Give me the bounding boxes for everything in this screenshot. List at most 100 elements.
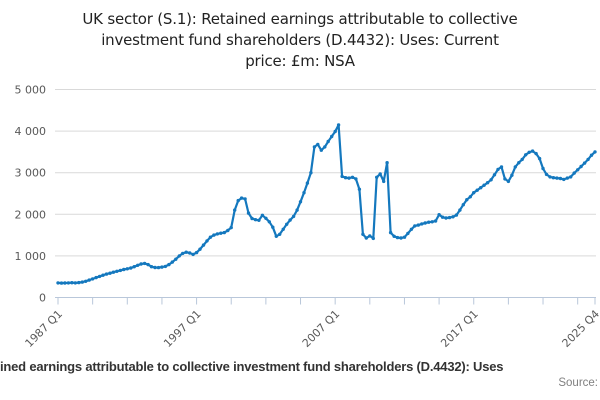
data-point-marker [309, 171, 313, 175]
data-point-marker [146, 262, 150, 267]
data-point-marker [565, 176, 569, 180]
data-point-marker [142, 261, 147, 266]
data-point-marker [513, 165, 517, 169]
data-point-marker [544, 172, 549, 177]
data-point-marker [378, 172, 382, 176]
data-point-marker [191, 252, 195, 257]
data-point-marker [129, 266, 133, 270]
y-axis-tick-label: 0 [39, 292, 46, 305]
data-point-marker [84, 279, 88, 283]
data-point-marker [399, 236, 403, 240]
data-point-marker [80, 280, 85, 284]
data-point-marker [236, 198, 240, 203]
data-point-marker [534, 151, 538, 156]
data-point-marker [194, 250, 199, 255]
data-point-marker [233, 208, 237, 212]
data-point-marker [336, 123, 341, 127]
chart-title-line-1: UK sector (S.1): Retained earnings attri… [82, 10, 518, 28]
data-point-marker [496, 167, 500, 172]
data-point-marker [576, 168, 580, 172]
data-point-marker [555, 176, 559, 180]
data-point-marker [333, 129, 337, 134]
data-point-marker [77, 280, 81, 285]
data-point-marker [139, 262, 143, 266]
data-point-marker [371, 236, 375, 241]
data-point-marker [181, 251, 185, 256]
data-point-marker [558, 176, 563, 181]
data-point-marker [503, 177, 507, 181]
data-point-marker [56, 281, 60, 285]
y-axis-tick-label: 4 000 [15, 125, 47, 138]
data-point-marker [350, 175, 355, 179]
data-point-marker [340, 174, 344, 179]
data-point-marker [73, 281, 78, 285]
data-point-marker [167, 262, 171, 267]
data-point-marker [295, 208, 299, 212]
data-point-marker [510, 173, 514, 177]
data-point-marker [423, 221, 427, 225]
data-point-marker [527, 150, 531, 154]
data-point-marker [288, 218, 292, 222]
data-point-marker [260, 213, 265, 217]
data-point-marker [472, 191, 476, 195]
data-point-marker [59, 281, 64, 285]
chart-title-line-2: investment fund shareholders (D.4432): U… [101, 31, 499, 49]
data-point-marker [330, 134, 334, 139]
data-point-marker [160, 265, 164, 269]
data-point-marker [177, 254, 181, 258]
data-point-marker [465, 198, 469, 202]
data-point-marker [122, 267, 126, 272]
x-axis-tick-label: 1997 Q1 [161, 307, 204, 350]
data-point-marker [395, 235, 400, 240]
data-point-marker [524, 153, 528, 157]
data-point-marker [285, 222, 289, 226]
data-point-marker [444, 216, 448, 220]
data-point-marker [569, 175, 573, 179]
data-point-marker [111, 270, 116, 274]
data-point-marker [437, 213, 441, 217]
x-axis-tick-label: 2017 Q1 [438, 307, 481, 350]
data-point-marker [416, 223, 420, 227]
data-point-marker [482, 183, 486, 187]
data-point-marker [212, 233, 216, 237]
data-point-marker [243, 197, 247, 201]
data-point-marker [430, 220, 434, 224]
data-point-marker [312, 145, 317, 149]
data-point-marker [392, 234, 396, 238]
data-point-marker [357, 187, 362, 191]
data-point-marker [246, 211, 251, 215]
data-point-marker [163, 264, 168, 269]
data-point-marker [551, 176, 556, 180]
data-point-marker [468, 195, 472, 199]
data-point-marker [343, 176, 348, 180]
data-point-marker [222, 230, 226, 235]
data-point-marker [108, 271, 112, 275]
data-point-marker [149, 265, 154, 269]
data-point-marker [479, 186, 483, 190]
data-point-marker [136, 263, 140, 267]
data-point-marker [97, 274, 102, 279]
data-point-marker [208, 235, 213, 239]
data-point-marker [440, 215, 445, 219]
data-point-marker [291, 214, 296, 219]
data-point-marker [593, 150, 597, 154]
data-point-marker [305, 181, 310, 185]
data-point-marker [125, 267, 129, 271]
y-axis-tick-label: 2 000 [15, 208, 47, 221]
data-point-marker [586, 157, 590, 162]
data-point-marker [302, 191, 306, 195]
chart-title-line-3: price: £m: NSA [245, 52, 355, 70]
data-point-marker [156, 265, 161, 270]
data-point-marker [323, 145, 327, 149]
data-point-marker [267, 220, 271, 224]
data-point-marker [537, 156, 542, 161]
data-point-marker [530, 149, 535, 153]
data-point-marker [354, 177, 358, 181]
data-point-marker [63, 281, 67, 285]
data-point-marker [385, 161, 389, 165]
data-point-marker [579, 164, 583, 169]
data-point-marker [520, 157, 524, 162]
data-point-marker [274, 234, 278, 238]
x-axis-tick-label: 2007 Q1 [300, 307, 343, 350]
